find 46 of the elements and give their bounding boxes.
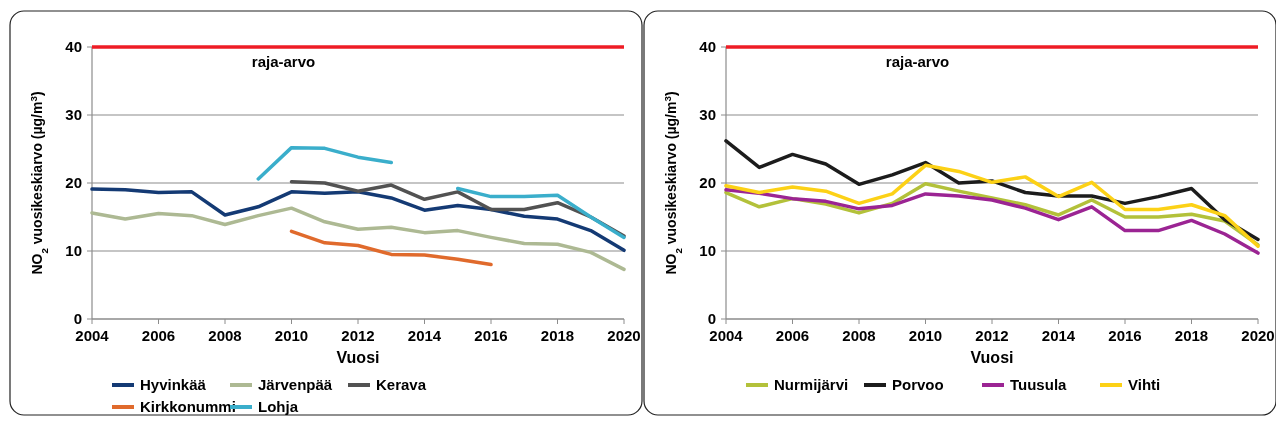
x-tick-label: 2008 [842,327,876,344]
legend-label: Nurmijärvi [774,376,849,394]
y-tick-label: 10 [699,242,716,260]
x-tick-label: 2018 [1174,327,1209,344]
x-tick-label: 2006 [141,327,176,344]
x-tick-label: 2012 [975,327,1009,344]
x-tick-label: 2014 [1041,327,1076,344]
y-tick-label: 10 [65,242,82,260]
x-tick-label: 2010 [908,327,943,344]
x-tick-label: 2006 [775,327,810,344]
x-tick-label: 2014 [407,327,442,344]
x-tick-label: 2012 [341,327,375,344]
x-axis-title: Vuosi [970,349,1014,366]
x-tick-label: 2016 [474,327,508,344]
legend-label: Porvoo [892,376,944,394]
legend-label: Järvenpää [258,376,333,394]
y-tick-label: 0 [73,310,82,328]
x-tick-label: 2016 [1108,327,1142,344]
line-series [289,229,493,267]
y-tick-label: 30 [699,106,716,124]
legend-label: Lohja [258,398,299,416]
line-series [90,206,626,272]
x-tick-label: 2008 [208,327,242,344]
y-tick-label: 40 [65,38,82,56]
y-tick-label: 20 [699,174,716,192]
y-tick-label: 30 [65,106,82,124]
x-tick-label: 2018 [540,327,575,344]
y-tick-label: 0 [707,310,716,328]
line-series [724,163,1260,248]
x-tick-label: 2010 [274,327,309,344]
x-axis-title: Vuosi [336,349,380,366]
x-tick-label: 2004 [75,327,110,344]
ref-line-label: raja-arvo [885,53,950,70]
legend-label: Tuusula [1010,376,1068,394]
x-tick-label: 2020 [607,327,641,344]
y-tick-label: 20 [65,174,82,192]
line-series [90,187,626,253]
x-tick-label: 2020 [1241,327,1275,344]
legend-label: Kirkkonummi [140,398,236,416]
legend-label: Vihti [1128,376,1161,394]
y-tick-label: 40 [699,38,716,56]
ref-line-label: raja-arvo [251,53,316,70]
line-series [724,188,1260,255]
legend-label: Kerava [376,376,427,394]
x-tick-label: 2004 [709,327,744,344]
legend-label: Hyvinkää [140,376,207,394]
